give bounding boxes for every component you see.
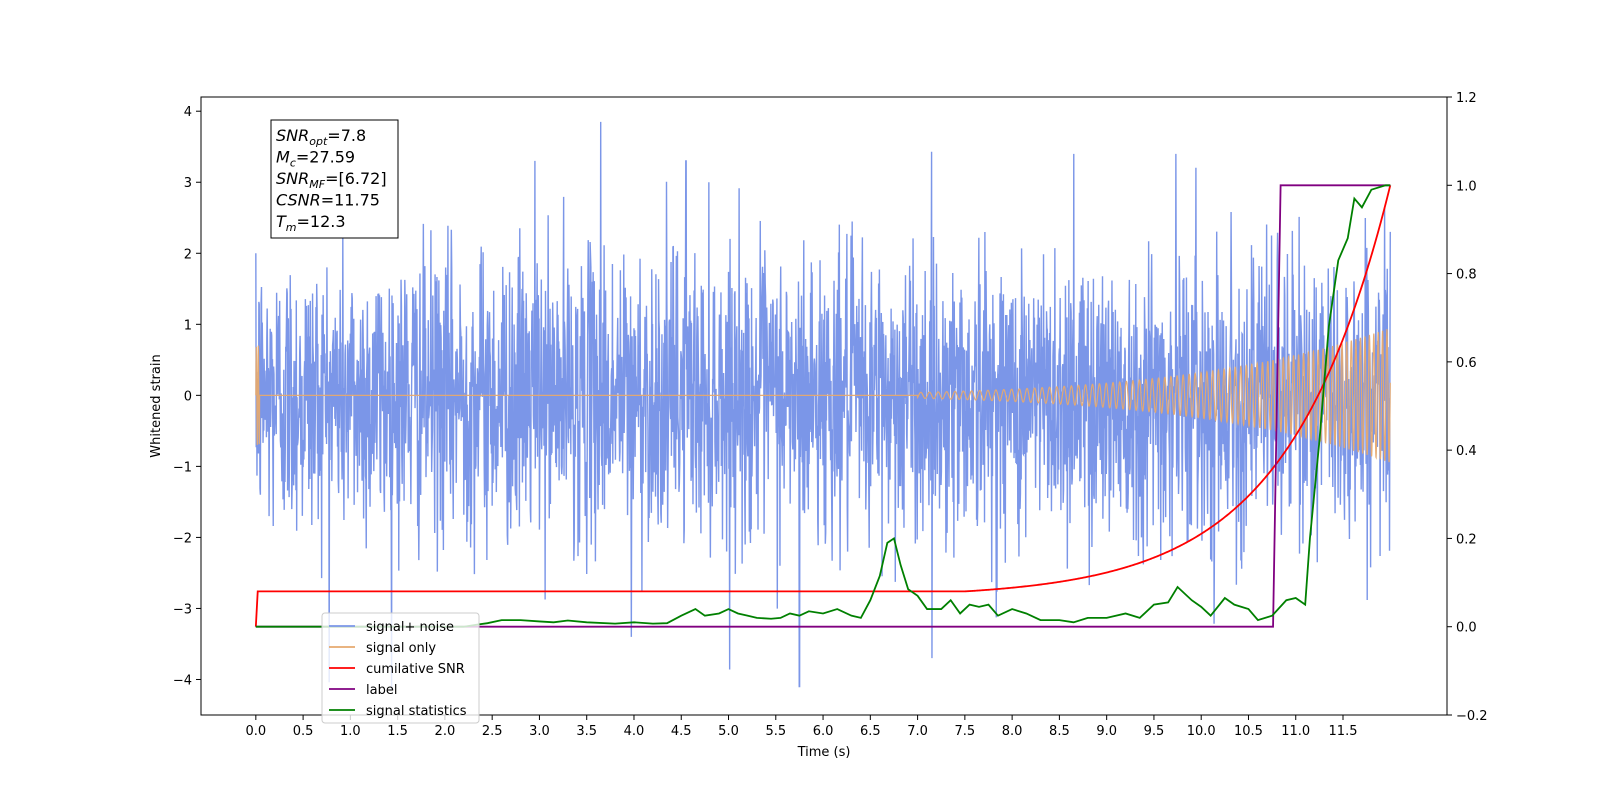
y-tick-label: −2 [173, 531, 192, 546]
y-tick-label: 4 [184, 105, 192, 120]
x-tick-label: 9.0 [1096, 724, 1117, 739]
x-tick-label: 11.5 [1329, 724, 1358, 739]
x-tick-label: 2.0 [435, 724, 456, 739]
x-tick-label: 8.0 [1002, 724, 1023, 739]
legend-entry: signal statistics [366, 704, 467, 719]
legend-entry: signal+ noise [366, 620, 454, 635]
info-box-line: Tm=12.3 [276, 212, 346, 234]
info-box-line: SNRMF=[6.72] [276, 169, 387, 191]
legend: signal+ noise signal only cumilative SNR la… [321, 612, 480, 724]
y-tick-label: 0 [184, 389, 192, 404]
x-tick-label: 0.0 [245, 724, 266, 739]
x-tick-label: 1.0 [340, 724, 361, 739]
series-label-line [255, 184, 1391, 628]
x-tick-label: 10.0 [1187, 724, 1216, 739]
series-cumulative-snr-line [254, 185, 1392, 627]
plot-area [254, 121, 1392, 691]
x-tick-label: 3.5 [576, 724, 597, 739]
y-tick-label: 1 [184, 318, 192, 333]
x-tick-label: 9.5 [1144, 724, 1165, 739]
y2-tick-label: 0.0 [1456, 621, 1477, 636]
x-axis-label: Time (s) [797, 745, 851, 760]
x-tick-label: 5.0 [718, 724, 739, 739]
info-box-frame [270, 119, 399, 239]
y-axis-right: −0.2 0.0 0.2 0.4 0.6 0.8 1.0 1.2 [1447, 91, 1488, 724]
axes-frame [200, 96, 1448, 716]
x-tick-label: 11.0 [1281, 724, 1310, 739]
x-tick-label: 5.5 [765, 724, 786, 739]
x-tick-label: 7.5 [955, 724, 976, 739]
x-tick-label: 7.0 [907, 724, 928, 739]
legend-entry: cumilative SNR [366, 662, 465, 677]
x-tick-label: 0.5 [293, 724, 314, 739]
x-tick-label: 3.0 [529, 724, 550, 739]
y2-tick-label: 0.6 [1456, 356, 1477, 371]
x-tick-label: 4.0 [624, 724, 645, 739]
legend-frame [321, 612, 480, 724]
x-tick-label: 10.5 [1234, 724, 1263, 739]
y-tick-label: 3 [184, 176, 192, 191]
y2-tick-label: 0.8 [1456, 268, 1477, 283]
info-box-line: SNRopt=7.8 [276, 126, 366, 148]
y-tick-label: −4 [173, 673, 192, 688]
x-tick-label: 1.5 [387, 724, 408, 739]
y2-tick-label: 1.2 [1456, 91, 1477, 106]
x-tick-label: 6.5 [860, 724, 881, 739]
x-tick-label: 6.0 [813, 724, 834, 739]
x-tick-label: 2.5 [482, 724, 503, 739]
x-tick-label: 4.5 [671, 724, 692, 739]
legend-entry: label [366, 683, 397, 698]
y-axis-left: −4 −3 −2 −1 0 1 2 3 4 [173, 105, 201, 688]
info-box: SNRopt=7.8Mc=27.59SNRMF=[6.72]CSNR=11.75… [270, 119, 399, 239]
series-signal-only-line [255, 329, 1391, 463]
series-signal-statistics-line [255, 184, 1391, 628]
y2-tick-label: 0.2 [1456, 532, 1477, 547]
y2-tick-label: 0.4 [1456, 444, 1477, 459]
y-tick-label: 2 [184, 247, 192, 262]
info-box-line: Mc=27.59 [276, 148, 355, 170]
x-tick-label: 8.5 [1049, 724, 1070, 739]
x-axis: 0.0 0.5 1.0 1.5 2.0 2.5 3.0 3.5 4.0 4.5 5.0 5.5 6.0 6… [245, 715, 1357, 739]
y2-tick-label: −0.2 [1456, 709, 1488, 724]
y2-tick-label: 1.0 [1456, 179, 1477, 194]
y-tick-label: −3 [173, 602, 192, 617]
legend-entry: signal only [366, 641, 436, 656]
y-tick-label: −1 [173, 460, 192, 475]
series-signal-noise-line [255, 121, 1391, 691]
y-axis-label: Whitened strain [149, 354, 164, 457]
info-box-line: CSNR=11.75 [276, 191, 380, 210]
